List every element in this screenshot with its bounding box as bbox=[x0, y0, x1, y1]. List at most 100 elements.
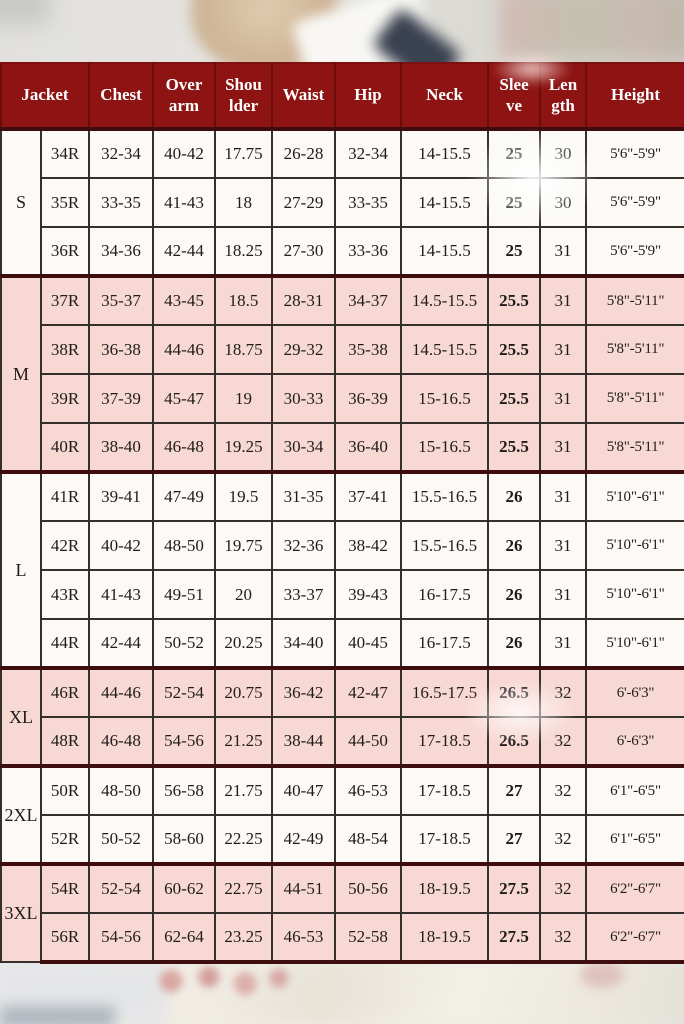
table-cell: 43-45 bbox=[152, 274, 216, 326]
table-cell: 46-48 bbox=[152, 422, 216, 473]
table-cell: 52-58 bbox=[334, 912, 402, 964]
table-cell: 27 bbox=[487, 814, 541, 865]
table-cell: 32-36 bbox=[271, 520, 336, 571]
table-cell: 31 bbox=[539, 618, 587, 669]
table-cell: 40-42 bbox=[88, 520, 154, 571]
size-chart-table: Jacket Chest Over arm Shou lder Waist Hip Neck Sl… bbox=[0, 62, 684, 964]
size-row-37r: M 37R 35-37 43-45 18.5 28-31 34-37 14.5-15.5 25.… bbox=[0, 274, 684, 473]
size-row-38r: 38R 36-38 44-46 18.75 29-32 35-38 14.5-15.5 25.… bbox=[1, 324, 684, 375]
table-cell: 23.25 bbox=[214, 912, 273, 964]
table-cell: 17.75 bbox=[214, 127, 273, 179]
table-cell: 5'8"-5'11" bbox=[585, 373, 684, 424]
jacket-size-cell: 41R bbox=[40, 470, 90, 522]
table-cell: 16.5-17.5 bbox=[400, 666, 489, 718]
table-cell: 18.5 bbox=[214, 274, 273, 326]
table-cell: 31-35 bbox=[271, 470, 336, 522]
table-cell: 6'-6'3" bbox=[585, 666, 684, 718]
jacket-size-cell: 48R bbox=[40, 716, 90, 767]
table-cell: 62-64 bbox=[152, 912, 216, 964]
table-cell: 30-34 bbox=[271, 422, 336, 473]
top-photo-background bbox=[0, 0, 684, 62]
table-cell: 34-36 bbox=[88, 226, 154, 277]
table-cell: 44-50 bbox=[334, 716, 402, 767]
table-cell: 56-58 bbox=[152, 764, 216, 816]
jacket-size-cell: 50R bbox=[40, 764, 90, 816]
size-group-label-3xl: 3XL bbox=[0, 862, 42, 963]
header-neck: Neck bbox=[400, 62, 489, 131]
table-cell: 6'1"-6'5" bbox=[585, 814, 684, 865]
table-cell: 19.5 bbox=[214, 470, 273, 522]
jacket-size-cell: 35R bbox=[40, 177, 90, 228]
table-cell: 6'-6'3" bbox=[585, 716, 684, 767]
table-header: Jacket Chest Over arm Shou lder Waist Hip Neck Sl… bbox=[0, 62, 684, 131]
table-cell: 18-19.5 bbox=[400, 912, 489, 964]
table-cell: 5'6"-5'9" bbox=[585, 226, 684, 277]
table-cell: 19.25 bbox=[214, 422, 273, 473]
table-cell: 18.75 bbox=[214, 324, 273, 375]
table-cell: 46-48 bbox=[88, 716, 154, 767]
table-cell: 42-44 bbox=[88, 618, 154, 669]
table-cell: 40-47 bbox=[271, 764, 336, 816]
table-cell: 32 bbox=[539, 912, 587, 964]
size-group-label-m: M bbox=[0, 274, 42, 473]
table-cell: 14-15.5 bbox=[400, 127, 489, 179]
table-cell: 46-53 bbox=[334, 764, 402, 816]
table-cell: 26 bbox=[487, 470, 541, 522]
table-cell: 20.75 bbox=[214, 666, 273, 718]
table-cell: 26-28 bbox=[271, 127, 336, 179]
header-hip: Hip bbox=[334, 62, 402, 131]
table-cell: 35-38 bbox=[334, 324, 402, 375]
table-cell: 49-51 bbox=[152, 569, 216, 620]
table-cell: 33-35 bbox=[88, 177, 154, 228]
table-cell: 5'10"-6'1" bbox=[585, 520, 684, 571]
table-cell: 25 bbox=[487, 177, 541, 228]
table-cell: 6'2"-6'7" bbox=[585, 862, 684, 914]
table-cell: 31 bbox=[539, 373, 587, 424]
table-cell: 14.5-15.5 bbox=[400, 274, 489, 326]
table-cell: 37-39 bbox=[88, 373, 154, 424]
table-cell: 40-45 bbox=[334, 618, 402, 669]
jacket-size-cell: 54R bbox=[40, 862, 90, 914]
table-cell: 25.5 bbox=[487, 324, 541, 375]
table-cell: 36-42 bbox=[271, 666, 336, 718]
table-cell: 50-52 bbox=[152, 618, 216, 669]
table-cell: 5'10"-6'1" bbox=[585, 618, 684, 669]
table-cell: 14-15.5 bbox=[400, 177, 489, 228]
table-cell: 6'2"-6'7" bbox=[585, 912, 684, 964]
table-cell: 30 bbox=[539, 127, 587, 179]
table-cell: 35-37 bbox=[88, 274, 154, 326]
size-row-39r: 39R 37-39 45-47 19 30-33 36-39 15-16.5 25.5 31 5'… bbox=[1, 373, 684, 424]
table-cell: 32 bbox=[539, 862, 587, 914]
table-cell: 18-19.5 bbox=[400, 862, 489, 914]
table-cell: 26 bbox=[487, 520, 541, 571]
table-cell: 25 bbox=[487, 127, 541, 179]
table-cell: 29-32 bbox=[271, 324, 336, 375]
table-cell: 26.5 bbox=[487, 666, 541, 718]
table-cell: 48-50 bbox=[152, 520, 216, 571]
blurred-background-blob bbox=[0, 0, 50, 25]
table-cell: 25.5 bbox=[487, 373, 541, 424]
header-length: Len gth bbox=[539, 62, 587, 131]
jacket-size-cell: 34R bbox=[40, 127, 90, 179]
blurred-background-blob bbox=[500, 0, 684, 58]
size-row-50r: 2XL 50R 48-50 56-58 21.75 40-47 46-53 17-18.5 27… bbox=[0, 764, 684, 865]
table-cell: 44-51 bbox=[271, 862, 336, 914]
header-sleeve: Slee ve bbox=[487, 62, 541, 131]
table-cell: 5'8"-5'11" bbox=[585, 324, 684, 375]
table-cell: 36-38 bbox=[88, 324, 154, 375]
table-cell: 38-42 bbox=[334, 520, 402, 571]
table-cell: 42-44 bbox=[152, 226, 216, 277]
size-row-41r: L 41R 39-41 47-49 19.5 31-35 37-41 15.5-16.5 26 3… bbox=[0, 470, 684, 669]
jacket-size-cell: 52R bbox=[40, 814, 90, 865]
table-body: S 34R 32-34 40-42 17.75 26-28 32-34 14-15.5 25 30… bbox=[0, 127, 684, 964]
table-cell: 41-43 bbox=[88, 569, 154, 620]
table-cell: 19.75 bbox=[214, 520, 273, 571]
jacket-size-cell: 56R bbox=[40, 912, 90, 964]
table-cell: 31 bbox=[539, 324, 587, 375]
table-cell: 48-54 bbox=[334, 814, 402, 865]
bottom-photo-background bbox=[0, 962, 684, 1024]
table-cell: 21.25 bbox=[214, 716, 273, 767]
table-cell: 33-37 bbox=[271, 569, 336, 620]
jacket-size-cell: 36R bbox=[40, 226, 90, 277]
